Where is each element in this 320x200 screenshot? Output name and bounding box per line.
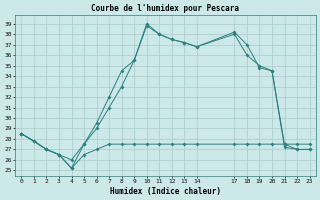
Title: Courbe de l'humidex pour Pescara: Courbe de l'humidex pour Pescara (92, 4, 239, 13)
X-axis label: Humidex (Indice chaleur): Humidex (Indice chaleur) (110, 187, 221, 196)
